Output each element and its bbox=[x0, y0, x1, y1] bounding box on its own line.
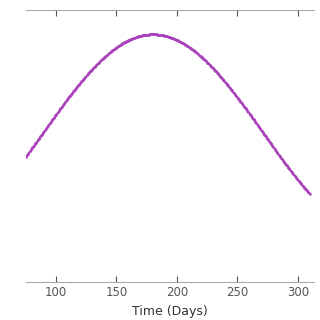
X-axis label: Time (Days): Time (Days) bbox=[132, 305, 207, 318]
